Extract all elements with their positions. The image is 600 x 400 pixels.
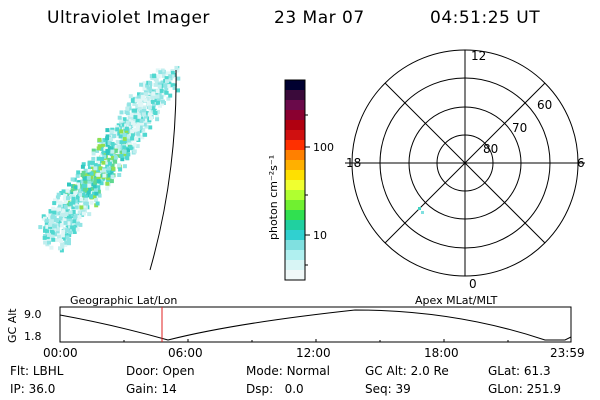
mlt-label-18: 18 [346,156,361,170]
status-filter: Flt: LBHL [10,364,64,378]
geographic-image [38,65,181,271]
mlt-label-0: 0 [469,277,477,290]
status-gc-alt: GC Alt: 2.0 Re [365,364,449,378]
altitude-tick-high: 9.0 [24,308,42,321]
lat-label-80: 80 [483,142,498,156]
altitude-curve [59,309,572,341]
altitude-tick-low: 1.8 [24,330,42,343]
polar-emission-spot [418,207,421,210]
polar-diagonal-2 [384,82,546,244]
date-label: 23 Mar 07 [274,8,365,28]
time-tick-1800: 18:00 [424,346,459,360]
colorbar-cell [285,160,305,171]
time-label: 04:51:25 UT [430,8,541,28]
colorbar-cell [285,240,305,251]
lat-label-60: 60 [537,98,552,112]
colorbar-cell [285,80,305,91]
colorbar-cell [285,130,305,141]
status-ip: IP: 36.0 [10,382,56,396]
colorbar-cell [285,230,305,241]
colorbar-cell [285,200,305,211]
status-glon: GLon: 251.9 [488,382,561,396]
timeline-frame [59,306,572,343]
colorbar-unit-label: photon cm⁻²s⁻¹ [267,155,280,240]
aurora-emission [38,65,181,253]
colorbar-cell [285,150,305,161]
colorbar-cell [285,180,305,191]
status-dsp: Dsp: 0.0 [246,382,304,396]
colorbar-cell [285,220,305,231]
time-tick-0600: 06:00 [168,346,203,360]
time-tick-1200: 12:00 [296,346,331,360]
status-seq: Seq: 39 [365,382,411,396]
time-tick-0000: 00:00 [43,346,78,360]
colorbar-scale [285,80,305,281]
colorbar-cell [285,100,305,111]
colorbar-tick-100: 100 [313,141,334,154]
colorbar-cell [285,90,305,101]
mlt-label-12: 12 [471,49,486,63]
status-mode: Mode: Normal [246,364,330,378]
colorbar-cell [285,270,305,281]
colorbar-cell [285,190,305,201]
colorbar-cell [285,260,305,271]
geographic-header: Geographic Lat/Lon [70,294,178,307]
altitude-axis-label: GC Alt [6,308,19,343]
mlt-label-6: 6 [577,156,585,170]
status-door: Door: Open [126,364,195,378]
colorbar-cell [285,170,305,181]
limb-curve [149,69,177,271]
time-tick-2359: 23:59 [550,346,585,360]
status-gain: Gain: 14 [126,382,177,396]
colorbar-tick-10: 10 [313,229,327,242]
instrument-title: Ultraviolet Imager [47,8,210,28]
lat-label-70: 70 [512,121,527,135]
altitude-timeline [59,306,572,343]
apex-header: Apex MLat/MLT [415,294,498,307]
colorbar-cell [285,210,305,221]
status-glat: GLat: 61.3 [488,364,551,378]
colorbar-cell [285,140,305,151]
colorbar: photon cm⁻²s⁻¹ [267,79,310,281]
colorbar-cell [285,110,305,121]
polar-plot: 12 6 0 18 60 70 80 [345,49,585,290]
colorbar-cell [285,250,305,261]
colorbar-cell [285,120,305,131]
